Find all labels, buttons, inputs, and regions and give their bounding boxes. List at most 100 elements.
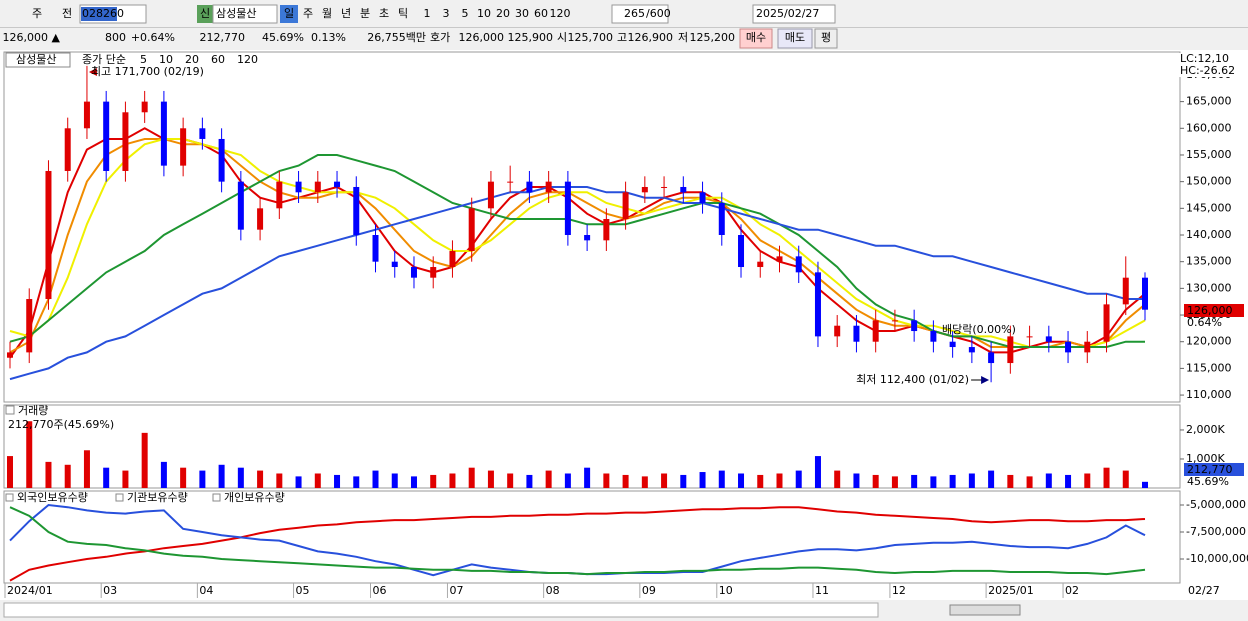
unit-button: 틱	[398, 7, 408, 20]
candle-body	[7, 352, 13, 358]
candle-body	[83, 101, 90, 129]
avg-button[interactable]	[814, 28, 838, 49]
volume-bar	[911, 474, 918, 488]
chart-title: 삼성물산	[16, 53, 56, 66]
min-arrow	[981, 376, 990, 384]
candle-body	[1026, 336, 1033, 338]
volume-bar	[83, 450, 90, 488]
candle-body	[699, 192, 706, 203]
x-tick-label: 05	[296, 584, 310, 597]
volume-bar	[449, 473, 456, 488]
code-selection	[81, 7, 117, 21]
y-tick-label: -5,000,000	[1186, 498, 1246, 511]
date-box[interactable]	[752, 4, 836, 24]
candle-body	[718, 202, 725, 236]
unit-button: 월	[322, 7, 332, 20]
volume-bar	[1103, 467, 1110, 488]
volume-bar	[776, 473, 783, 488]
candle-body	[911, 320, 918, 332]
quote-open: 125,700	[568, 31, 614, 44]
candle-body	[1065, 341, 1072, 353]
date: 2025/02/27	[756, 7, 819, 20]
volume-bar	[141, 432, 148, 488]
quote-open-label: 시	[557, 31, 567, 44]
candle-body	[661, 186, 668, 188]
quote-sell: 매도	[785, 31, 805, 44]
candle-body	[218, 138, 225, 182]
quote-high-label: 고	[617, 31, 627, 44]
quote-change: 800	[105, 31, 126, 44]
interval-button: 20	[496, 7, 510, 20]
candle-body	[795, 256, 802, 273]
candle-body	[1045, 336, 1052, 342]
quote-high: 126,900	[628, 31, 674, 44]
candle-body	[353, 186, 360, 236]
candle-body	[180, 128, 187, 166]
holding-line	[9, 506, 1146, 582]
volume-bar	[410, 476, 417, 488]
volume-bar	[603, 473, 610, 488]
volume-bar	[487, 470, 494, 488]
interval-button: 1	[424, 7, 431, 20]
volume-bar	[564, 473, 571, 488]
unit-button: 분	[360, 7, 370, 20]
x-tick-label: 12	[892, 584, 906, 597]
y-tick-label: 110,000	[1186, 388, 1232, 401]
candle-body	[738, 235, 745, 268]
x-tick-label: 2024/01	[7, 584, 53, 597]
quote-low-label: 저	[678, 31, 688, 44]
candle-body	[122, 112, 129, 171]
candle-body	[334, 181, 341, 187]
volume-bar	[814, 456, 821, 488]
volume-bar	[699, 472, 706, 488]
unit-button: 일	[284, 6, 294, 20]
volume-bar	[988, 470, 995, 488]
volume-bar	[122, 470, 129, 488]
count-box[interactable]	[611, 4, 669, 24]
scroll-track[interactable]	[3, 602, 879, 618]
buy-button[interactable]	[739, 28, 773, 49]
volume-bar	[661, 473, 668, 488]
volume-bar	[1142, 481, 1148, 488]
vol-legend-box	[5, 405, 15, 415]
candle-body	[391, 261, 398, 268]
legend-entry: 외국인보유수량	[17, 491, 88, 504]
zoom-slider[interactable]	[949, 604, 1021, 616]
stock-name: 삼성물산	[216, 7, 256, 20]
interval-button: 3	[443, 7, 450, 20]
candle-body	[757, 261, 764, 268]
candle-body	[372, 235, 379, 262]
sell-button[interactable]	[777, 28, 813, 49]
moving-average	[9, 186, 1145, 381]
unit-button: 년	[341, 7, 351, 20]
volume-bar	[680, 474, 687, 488]
x-tick-label: 07	[449, 584, 463, 597]
legend-marker	[5, 493, 14, 502]
y-tick-label: 150,000	[1186, 175, 1232, 188]
y-tick-label: 140,000	[1186, 228, 1232, 241]
quote-buy: 매수	[746, 31, 766, 44]
volume-title: 거래량	[18, 404, 48, 417]
volume-bar	[391, 473, 398, 488]
quote-ask: 126,000	[459, 31, 505, 44]
volume-bar	[468, 467, 475, 488]
x-tick-label: 03	[103, 584, 117, 597]
y-tick-label: 160,000	[1186, 121, 1232, 134]
y-tick-label: -10,000,000	[1186, 552, 1248, 565]
legend-entry: 20	[185, 53, 199, 66]
interval-button: 5	[462, 7, 469, 20]
candle-body	[584, 235, 591, 241]
candle-body	[1007, 336, 1014, 364]
name-box[interactable]	[212, 4, 278, 24]
volume-bar	[218, 464, 225, 488]
interval-button: 60	[534, 7, 548, 20]
candle-body	[487, 181, 494, 209]
candle-body	[507, 181, 514, 183]
unit-selected	[280, 5, 298, 23]
max-arrow	[88, 68, 97, 76]
candle-body	[622, 192, 629, 219]
moving-average	[9, 138, 1146, 348]
candle-body	[968, 347, 975, 353]
prev: 전	[62, 7, 72, 20]
